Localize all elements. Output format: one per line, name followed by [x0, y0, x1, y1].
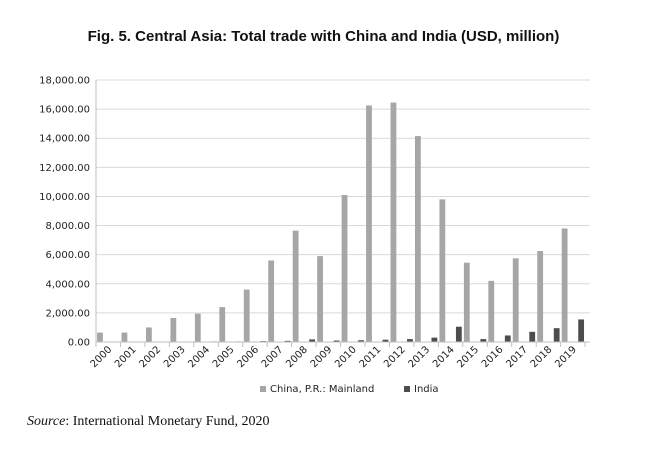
y-tick-label: 10,000.00 [39, 192, 90, 203]
x-tick-label: 2001 [113, 344, 139, 370]
bar-china [414, 136, 421, 342]
bar-china [488, 280, 495, 342]
bar-india [407, 339, 413, 342]
bar-china [243, 289, 250, 342]
source-note: Source: International Monetary Fund, 202… [27, 414, 270, 430]
bar-china [463, 262, 470, 342]
bar-china [439, 199, 446, 342]
x-tick-label: 2008 [284, 344, 310, 370]
y-tick-label: 18,000.00 [39, 76, 90, 87]
chart-title: Fig. 5. Central Asia: Total trade with C… [87, 28, 560, 45]
bar-india [480, 339, 487, 342]
y-tick-label: 0.00 [68, 338, 90, 349]
bar-china [366, 105, 372, 342]
y-tick-label: 8,000.00 [45, 221, 90, 232]
bar-china [268, 260, 275, 342]
x-tick-label: 2009 [309, 344, 335, 370]
legend-label: China, P.R.: Mainland [270, 384, 374, 395]
bar-india [529, 331, 536, 342]
x-tick-label: 2012 [382, 344, 408, 370]
bar-china [561, 228, 568, 342]
bar-india [358, 340, 364, 342]
x-tick-label: 2011 [358, 344, 384, 370]
bar-india [382, 339, 389, 342]
y-tick-label: 6,000.00 [45, 250, 90, 261]
legend-swatch [404, 386, 410, 392]
bar-india [504, 335, 511, 342]
x-tick-label: 2017 [504, 344, 530, 370]
x-tick-label: 2004 [186, 344, 212, 370]
x-tick-label: 2000 [89, 344, 115, 370]
legend: China, P.R.: Mainland India [260, 384, 439, 395]
bar-china [145, 327, 152, 342]
bar-india [578, 319, 585, 342]
legend-swatch [260, 386, 266, 392]
bar-india [333, 340, 340, 342]
x-tick-label: 2013 [406, 344, 432, 370]
x-tick-label: 2005 [211, 344, 237, 370]
axes: 0.00 2,000.00 4,000.00 6,000.00 8,000.00 10,0… [39, 76, 590, 370]
bar-india [553, 328, 560, 342]
bar-china [341, 194, 348, 342]
x-tick-label: 2018 [529, 344, 555, 370]
bar-china [194, 313, 201, 342]
bar-india [431, 337, 438, 342]
x-tick-label: 2007 [260, 344, 286, 370]
bar-india [309, 339, 316, 342]
bar-india [455, 326, 462, 342]
bars [97, 102, 585, 343]
x-tick-label: 2006 [235, 344, 261, 370]
x-tick-label: 2014 [431, 344, 457, 370]
bar-china [512, 258, 519, 342]
bar-china [121, 332, 128, 342]
bar-china [537, 251, 544, 342]
bar-china [219, 307, 226, 342]
x-tick-label: 2019 [553, 344, 579, 370]
bar-china [97, 332, 103, 342]
x-tick-label: 2016 [480, 344, 506, 370]
legend-label: India [414, 384, 439, 395]
bar-china [292, 230, 299, 342]
y-tick-label: 4,000.00 [45, 279, 90, 290]
bar-china [170, 317, 177, 342]
source-label: Source [27, 414, 66, 429]
x-tick-label: 2015 [455, 344, 481, 370]
bar-china [390, 102, 397, 342]
bar-china [317, 256, 323, 342]
y-tick-label: 2,000.00 [45, 308, 90, 319]
y-tick-label: 12,000.00 [39, 163, 90, 174]
source-text: : International Monetary Fund, 2020 [65, 414, 270, 429]
x-tick-label: 2003 [162, 344, 188, 370]
bar-india [284, 340, 291, 342]
y-tick-label: 14,000.00 [39, 134, 90, 145]
x-tick-label: 2002 [137, 344, 163, 370]
x-tick-label: 2010 [333, 344, 359, 370]
y-tick-label: 16,000.00 [39, 105, 90, 116]
